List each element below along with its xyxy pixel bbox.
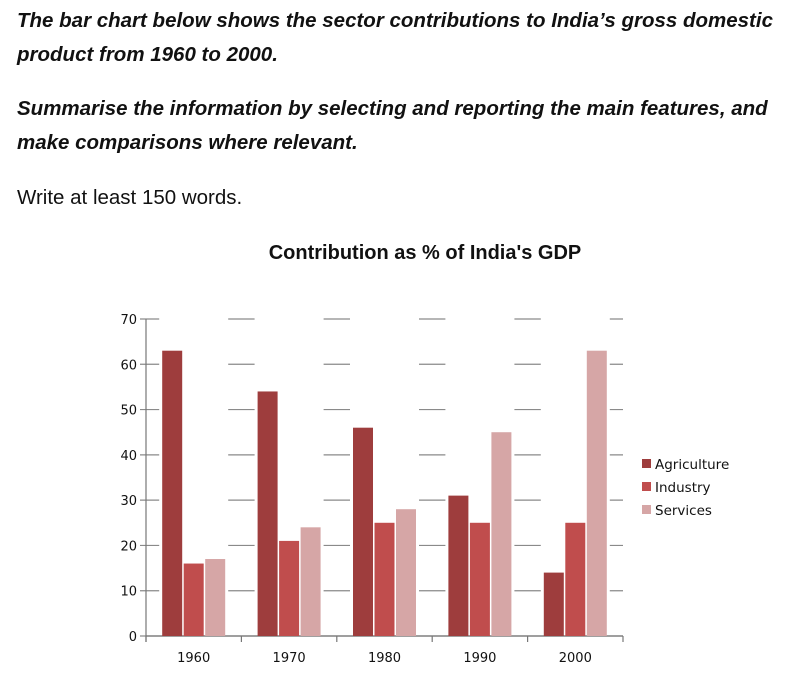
bar-services-1980 (396, 509, 416, 636)
task-prompt-1: The bar chart below shows the sector con… (17, 9, 773, 66)
legend-label-agriculture: Agriculture (655, 457, 729, 473)
bar-industry-1970 (279, 540, 300, 636)
bar-services-1990 (491, 432, 512, 636)
y-tick-label: 10 (120, 585, 137, 600)
task-instruction: Write at least 150 words. (17, 186, 243, 209)
x-tick-label: 1960 (177, 651, 210, 666)
chart-title: Contribution as % of India's GDP (268, 242, 582, 264)
bar-industry-2000 (565, 522, 586, 636)
x-tick-label: 1980 (368, 651, 401, 666)
bar-services-1960 (205, 559, 226, 636)
y-tick-label: 70 (120, 313, 137, 328)
bar-agriculture-1980 (353, 427, 373, 636)
y-tick-label: 50 (120, 404, 137, 419)
bar-industry-1990 (469, 522, 490, 636)
bar-agriculture-1970 (257, 391, 278, 636)
bar-industry-1960 (183, 563, 204, 636)
y-tick-label: 30 (120, 494, 137, 509)
task-prompt-2: Summarise the information by selecting a… (17, 97, 768, 154)
y-tick-label: 40 (120, 449, 137, 464)
bar-agriculture-1960 (162, 350, 183, 636)
bar-agriculture-1990 (448, 495, 469, 636)
legend-label-industry: Industry (655, 480, 711, 496)
bar-agriculture-2000 (543, 572, 564, 636)
bar-services-1970 (300, 527, 321, 636)
legend-swatch-industry (642, 482, 651, 491)
y-tick-label: 60 (120, 358, 137, 373)
legend-swatch-agriculture (642, 459, 651, 468)
y-tick-label: 20 (120, 539, 137, 554)
x-tick-label: 1970 (273, 651, 306, 666)
legend-swatch-services (642, 505, 651, 514)
bar-services-2000 (586, 350, 607, 636)
y-tick-label: 0 (129, 630, 137, 645)
x-tick-label: 1990 (463, 651, 496, 666)
bar-industry-1980 (374, 522, 395, 636)
legend-label-services: Services (655, 503, 712, 519)
x-tick-label: 2000 (559, 651, 592, 666)
